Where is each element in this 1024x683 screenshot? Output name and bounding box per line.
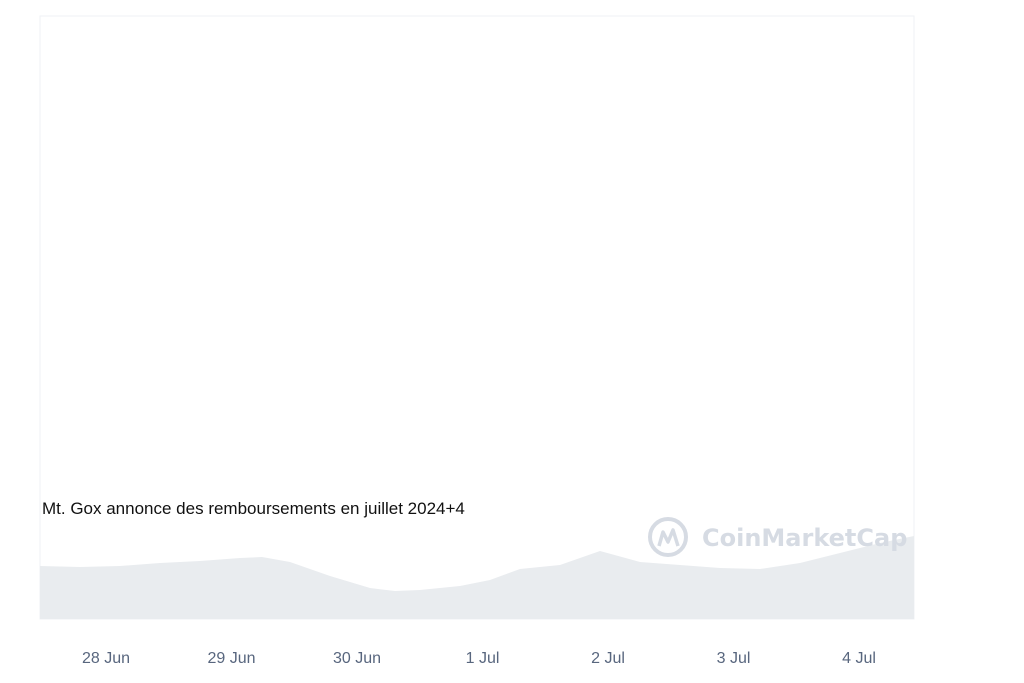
chart-annotation: Mt. Gox annonce des remboursements en ju… bbox=[42, 499, 465, 518]
watermark-text: CoinMarketCap bbox=[702, 524, 907, 552]
x-tick-label: 3 Jul bbox=[717, 650, 751, 667]
x-tick-label: 29 Jun bbox=[207, 650, 255, 667]
coinmarketcap-watermark: CoinMarketCap bbox=[648, 517, 907, 557]
x-tick-label: 1 Jul bbox=[466, 650, 500, 667]
x-tick-label: 4 Jul bbox=[842, 650, 876, 667]
coinmarketcap-logo-icon bbox=[648, 517, 688, 557]
x-axis-labels: 28 Jun 29 Jun 30 Jun 1 Jul 2 Jul 3 Jul 4 Jul bbox=[82, 650, 876, 667]
volume-area bbox=[40, 536, 914, 619]
x-tick-label: 2 Jul bbox=[591, 650, 625, 667]
x-tick-label: 28 Jun bbox=[82, 650, 130, 667]
x-tick-label: 30 Jun bbox=[333, 650, 381, 667]
